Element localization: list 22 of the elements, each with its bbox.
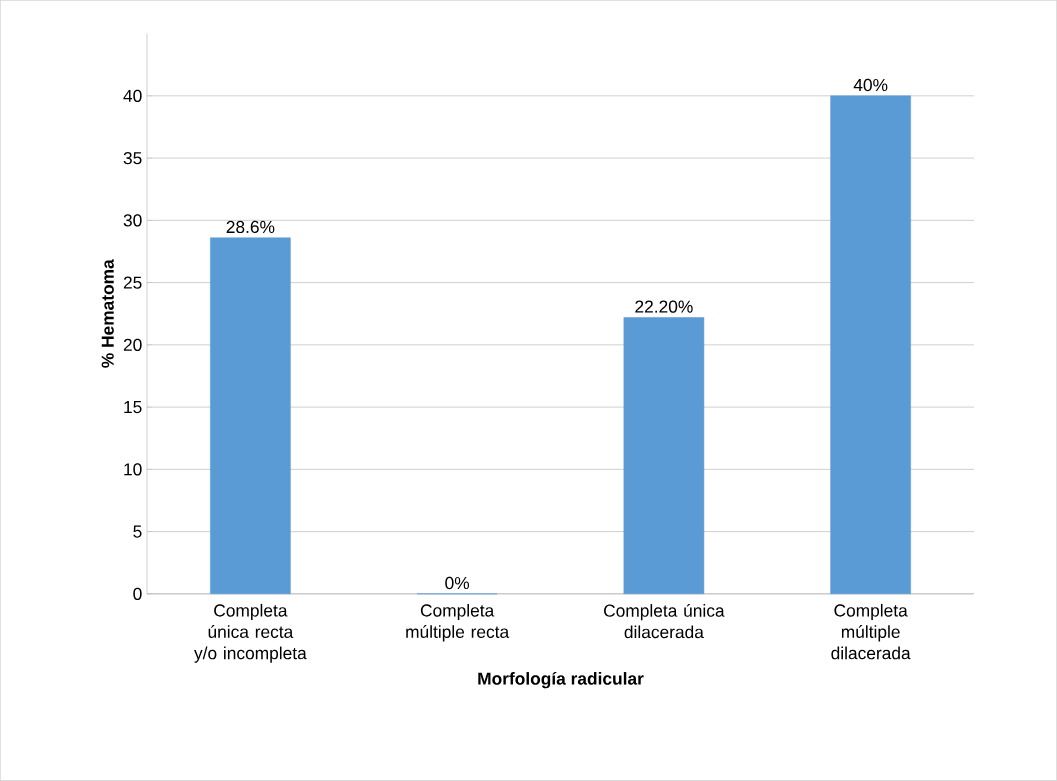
y-tick-label: 20 bbox=[123, 338, 142, 352]
y-tick-label: 15 bbox=[124, 401, 142, 414]
y-tick-label: 25 bbox=[123, 276, 142, 289]
x-tick-label: Completa múltiple dilacerada bbox=[831, 603, 911, 660]
y-tick-label: 5 bbox=[133, 525, 142, 538]
y-tick-label: 35 bbox=[123, 152, 142, 165]
y-axis-title: % Hematoma bbox=[101, 259, 114, 368]
y-tick-label: 40 bbox=[123, 89, 142, 103]
x-tick-label: Completa única recta y/o incompleta bbox=[194, 603, 307, 663]
y-tick-label: 10 bbox=[124, 463, 142, 476]
x-axis-title: Morfología radicular bbox=[478, 671, 644, 689]
data-label: 0% bbox=[445, 576, 470, 590]
data-label: 22.20% bbox=[635, 300, 693, 313]
bar bbox=[830, 95, 911, 595]
x-tick-label: Completa múltiple recta bbox=[406, 603, 510, 642]
y-tick-label: 0 bbox=[133, 587, 142, 601]
y-tick-label: 30 bbox=[123, 214, 142, 227]
bar bbox=[210, 237, 291, 595]
bar bbox=[623, 317, 705, 595]
x-tick-label: Completa única dilacerada bbox=[604, 603, 725, 639]
data-label: 40% bbox=[853, 78, 888, 92]
data-label: 28.6% bbox=[226, 220, 275, 234]
